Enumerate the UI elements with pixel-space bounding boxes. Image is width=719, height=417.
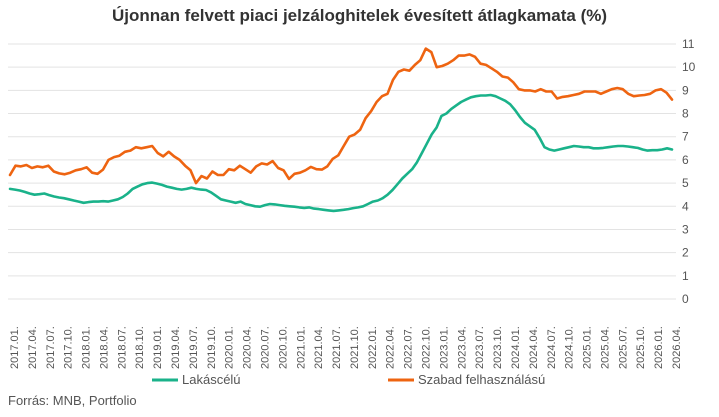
y-tick-label: 5 <box>682 176 689 190</box>
x-tick-label: 2023.04. <box>456 326 468 369</box>
y-tick-label: 0 <box>682 292 689 306</box>
x-tick-label: 2019.01. <box>152 326 164 369</box>
x-tick-label: 2020.01. <box>224 326 236 369</box>
legend-label: Lakáscélú <box>182 372 241 387</box>
x-tick-label: 2021.07. <box>331 326 343 369</box>
x-tick-label: 2019.04. <box>170 326 182 369</box>
y-tick-label: 6 <box>682 153 689 167</box>
legend-label: Szabad felhasználású <box>418 372 545 387</box>
x-axis-ticks: 2017.01. 2017.04. 2017.07. 2017.10. 2018.01.… <box>9 326 683 369</box>
x-tick-label: 2026.01. <box>653 326 665 369</box>
x-tick-label: 2018.10. <box>134 326 146 369</box>
y-tick-label: 2 <box>682 246 689 260</box>
y-tick-label: 11 <box>682 37 695 51</box>
x-tick-label: 2017.01. <box>9 326 21 369</box>
x-tick-label: 2019.10. <box>206 326 218 369</box>
grid-lines <box>8 43 676 300</box>
x-tick-label: 2021.10. <box>349 326 361 369</box>
y-axis-ticks: 0 1 2 3 4 5 6 7 8 9 10 11 <box>682 37 696 306</box>
x-tick-label: 2022.04. <box>385 326 397 369</box>
x-tick-label: 2022.10. <box>421 326 433 369</box>
x-tick-label: 2017.10. <box>63 326 75 369</box>
series-line-1 <box>8 47 674 185</box>
x-tick-label: 2024.07. <box>546 326 558 369</box>
x-tick-label: 2024.10. <box>564 326 576 369</box>
x-tick-label: 2019.07. <box>188 326 200 369</box>
y-tick-label: 1 <box>682 269 689 283</box>
x-tick-label: 2021.04. <box>313 326 325 369</box>
x-tick-label: 2025.01. <box>582 326 594 369</box>
x-tick-label: 2020.04. <box>242 326 254 369</box>
x-tick-label: 2022.01. <box>367 326 379 369</box>
x-tick-label: 2025.07. <box>617 326 629 369</box>
source-note: Forrás: MNB, Portfolio <box>8 393 137 408</box>
y-tick-label: 10 <box>682 60 696 74</box>
x-tick-label: 2020.07. <box>259 326 271 369</box>
x-tick-label: 2024.04. <box>528 326 540 369</box>
y-tick-label: 7 <box>682 130 689 144</box>
x-tick-label: 2018.01. <box>81 326 93 369</box>
x-tick-label: 2025.04. <box>599 326 611 369</box>
x-tick-label: 2026.04. <box>671 326 683 369</box>
y-tick-label: 9 <box>682 83 689 97</box>
x-tick-label: 2023.01. <box>438 326 450 369</box>
x-tick-label: 2017.07. <box>45 326 57 369</box>
x-tick-label: 2023.07. <box>474 326 486 369</box>
x-tick-label: 2018.07. <box>116 326 128 369</box>
y-tick-label: 4 <box>682 199 689 213</box>
series-line-0 <box>8 93 674 213</box>
y-tick-label: 3 <box>682 222 689 236</box>
legend: Lakáscélú Szabad felhasználású <box>152 372 545 387</box>
x-tick-label: 2023.10. <box>492 326 504 369</box>
x-tick-label: 2024.01. <box>510 326 522 369</box>
x-tick-label: 2022.07. <box>403 326 415 369</box>
series-lines <box>8 47 674 213</box>
x-tick-label: 2018.04. <box>98 326 110 369</box>
x-tick-label: 2017.04. <box>27 326 39 369</box>
x-tick-label: 2021.01. <box>295 326 307 369</box>
x-tick-label: 2020.10. <box>277 326 289 369</box>
y-tick-label: 8 <box>682 107 689 121</box>
x-tick-label: 2025.10. <box>635 326 647 369</box>
chart-title: Újonnan felvett piaci jelzáloghitelek év… <box>111 6 608 25</box>
